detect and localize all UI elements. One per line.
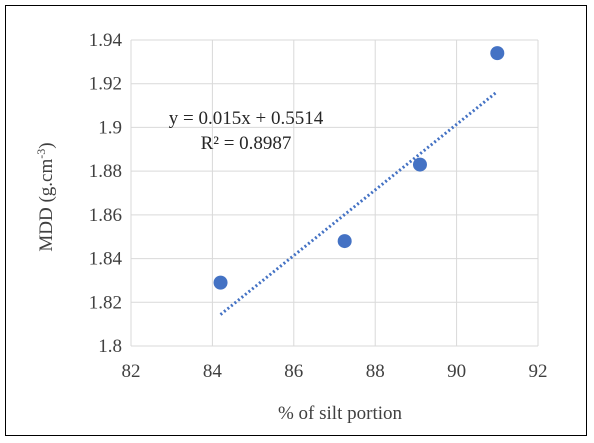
y-tick-label: 1.84 xyxy=(89,249,123,270)
trendline-equation: y = 0.015x + 0.5514 xyxy=(169,108,324,129)
y-axis-title-superscript: -3 xyxy=(34,149,48,159)
y-axis-title-main: MDD (g.cm xyxy=(36,159,57,252)
x-tick-label: 86 xyxy=(284,361,303,382)
data-point xyxy=(412,157,427,172)
y-tick-label: 1.92 xyxy=(89,74,122,95)
grid-lines xyxy=(130,39,539,347)
y-tick-label: 1.82 xyxy=(89,292,122,313)
y-axis-title: MDD (g.cm-3) xyxy=(34,142,57,251)
chart-frame xyxy=(5,5,587,436)
x-tick-label: 82 xyxy=(122,361,141,382)
x-tick-label: 88 xyxy=(366,361,385,382)
y-tick-label: 1.9 xyxy=(98,117,122,138)
x-axis-ticks: 82 84 86 88 90 92 xyxy=(122,361,548,382)
y-tick-label: 1.8 xyxy=(98,336,122,357)
trendline-layer xyxy=(219,90,499,316)
x-axis-title: % of silt portion xyxy=(278,403,403,424)
y-tick-label: 1.94 xyxy=(89,30,123,51)
y-tick-label: 1.88 xyxy=(89,161,122,182)
data-points xyxy=(213,46,505,290)
data-point xyxy=(490,46,505,61)
linear-trendline xyxy=(219,90,499,316)
x-tick-label: 90 xyxy=(447,361,466,382)
trendline-r2: R² = 0.8987 xyxy=(201,133,292,154)
data-point xyxy=(213,275,228,290)
data-point xyxy=(337,234,352,249)
y-tick-label: 1.86 xyxy=(89,205,122,226)
x-tick-label: 84 xyxy=(203,361,223,382)
y-axis-title-suffix: ) xyxy=(36,142,57,148)
x-tick-label: 92 xyxy=(529,361,548,382)
y-axis-ticks: 1.8 1.82 1.84 1.86 1.88 1.9 1.92 1.94 xyxy=(89,30,123,357)
